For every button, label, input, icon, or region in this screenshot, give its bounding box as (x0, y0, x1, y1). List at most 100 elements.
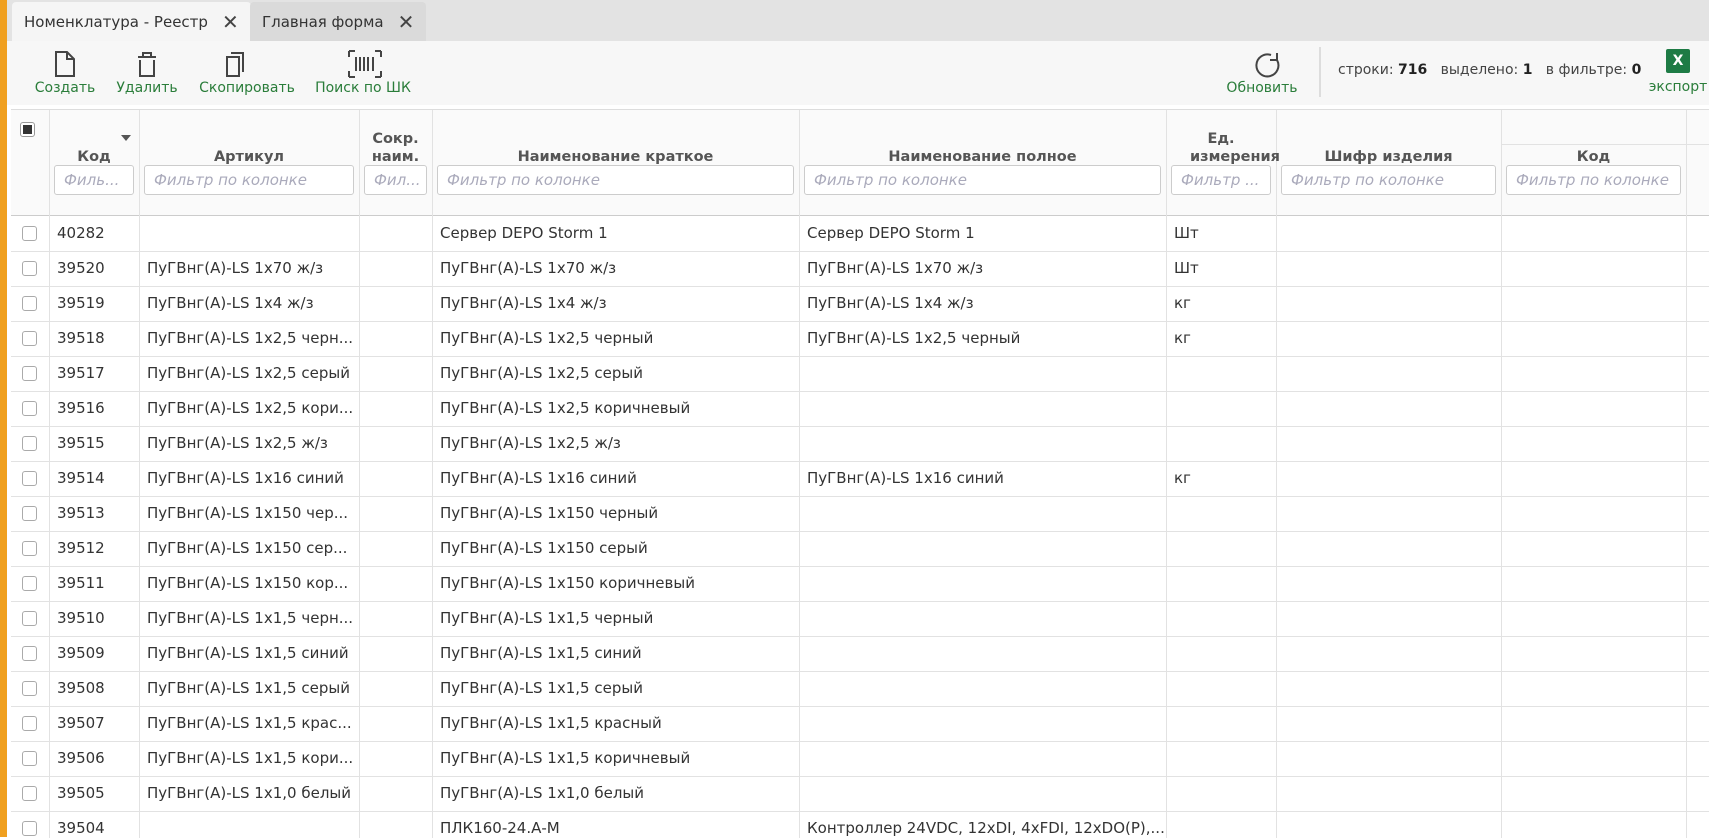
column-filter[interactable]: Фильтр ... (1171, 165, 1271, 195)
cell: ПуГВнг(А)-LS 1х2,5 черный (807, 329, 1021, 347)
side-strip (0, 0, 7, 837)
row-checkbox[interactable] (22, 226, 37, 241)
column-filter[interactable]: Фильтр по колонке (1281, 165, 1496, 195)
row-checkbox[interactable] (22, 786, 37, 801)
button[interactable]: Поиск по ШК (315, 80, 411, 96)
row-checkbox[interactable] (22, 506, 37, 521)
value: 716 (1398, 62, 1428, 78)
cell: ПуГВнг(А)-LS 1х16 синий (807, 469, 1004, 487)
row-checkbox[interactable] (22, 471, 37, 486)
column-divider (139, 110, 140, 838)
row-checkbox[interactable] (22, 681, 37, 696)
row-line (11, 601, 1709, 602)
cell: ПуГВнг(А)-LS 1х2,5 черный (440, 329, 654, 347)
column-header[interactable]: Артикул (213, 149, 285, 165)
cell: ПуГВнг(А)-LS 1х4 ж/з (147, 294, 314, 312)
column-filter[interactable]: Фил... (364, 165, 427, 195)
column-filter[interactable]: Филь... (54, 165, 134, 195)
cell: ПуГВнг(А)-LS 1х4 ж/з (807, 294, 974, 312)
cell: ПуГВнг(А)-LS 1х2,5 ж/з (440, 434, 621, 452)
column-divider (49, 110, 50, 838)
icons (55, 47, 1321, 97)
column-filter[interactable]: Фильтр по колонке (437, 165, 794, 195)
value: 1 (1522, 62, 1533, 78)
cell: 39507 (57, 714, 105, 732)
row-checkbox[interactable] (22, 401, 37, 416)
cell: 39512 (57, 539, 105, 557)
row-line (11, 531, 1709, 532)
row-line (11, 811, 1709, 812)
cell: кг (1174, 469, 1191, 487)
row-checkbox[interactable] (22, 296, 37, 311)
column-header[interactable]: Наименование полное (888, 149, 1077, 165)
row-line (11, 566, 1709, 567)
cell: ПуГВнг(А)-LS 1х70 ж/з (147, 259, 324, 277)
cell: ПуГВнг(А)-LS 1х1,0 белый (440, 784, 645, 802)
column-filter[interactable]: Фильтр по колонке (144, 165, 354, 195)
label: выделено: (1440, 62, 1519, 78)
stats: строки: 716 выделено: 1 в фильтре: 0 (1338, 62, 1641, 78)
cell: кг (1174, 294, 1191, 312)
column-header[interactable]: Наименование краткое (517, 149, 714, 165)
cell: ПуГВнг(А)-LS 1х2,5 серый (147, 364, 350, 382)
column-header[interactable]: Шифр изделия (1324, 149, 1453, 165)
row-checkbox[interactable] (22, 541, 37, 556)
tab-label: Главная форма (262, 12, 384, 31)
row-checkbox[interactable] (22, 821, 37, 836)
close[interactable]: ✕ (221, 9, 239, 34)
column-header[interactable]: Код (77, 149, 111, 165)
cell: ПуГВнг(А)-LS 1х70 ж/з (440, 259, 617, 277)
row-checkbox[interactable] (22, 436, 37, 451)
column-header[interactable]: Сокр. наим. (371, 131, 420, 165)
cell: 39506 (57, 749, 105, 767)
export-icon[interactable]: X (1666, 49, 1690, 73)
button[interactable]: Удалить (116, 80, 178, 96)
row-line (11, 426, 1709, 427)
cell: ПуГВнг(А)-LS 1х150 чер... (147, 504, 349, 522)
cell: ПЛК160-24.А-М (440, 819, 560, 837)
button[interactable]: Создать (34, 80, 96, 96)
row-checkbox[interactable] (22, 646, 37, 661)
cell: 39509 (57, 644, 105, 662)
button[interactable]: Скопировать (199, 80, 295, 96)
column-header[interactable]: Код (1576, 149, 1611, 165)
row-line (11, 391, 1709, 392)
row-line (11, 706, 1709, 707)
cell: ПуГВнг(А)-LS 1х16 синий (440, 469, 637, 487)
row-checkbox[interactable] (22, 751, 37, 766)
cell: ПуГВнг(А)-LS 1х1,5 кори... (147, 749, 354, 767)
column-divider (432, 110, 433, 838)
column-header[interactable]: Ед. измерения (1190, 131, 1280, 165)
cell: 39518 (57, 329, 105, 347)
row-line (11, 636, 1709, 637)
row-checkbox[interactable] (22, 366, 37, 381)
sort-arrow (121, 135, 131, 141)
column-filter[interactable]: Фильтр по колонке (1506, 165, 1681, 195)
row-line (11, 776, 1709, 777)
row-checkbox[interactable] (22, 611, 37, 626)
button[interactable]: Обновить (1226, 80, 1298, 96)
row-checkbox[interactable] (22, 261, 37, 276)
cell: 39511 (57, 574, 105, 592)
cell: 39516 (57, 399, 105, 417)
cell: 39508 (57, 679, 105, 697)
cell: 39515 (57, 434, 105, 452)
button[interactable]: экспорт (1648, 79, 1708, 95)
cell: ПуГВнг(А)-LS 1х2,5 серый (440, 364, 643, 382)
cell: 39514 (57, 469, 105, 487)
column-divider (1501, 110, 1502, 838)
cell: ПуГВнг(А)-LS 1х4 ж/з (440, 294, 607, 312)
row-checkbox[interactable] (22, 716, 37, 731)
cell: 39513 (57, 504, 105, 522)
cell: ПуГВнг(А)-LS 1х1,5 серый (440, 679, 643, 697)
column-filter[interactable]: Фильтр по колонке (804, 165, 1161, 195)
row-checkbox[interactable] (22, 331, 37, 346)
close[interactable]: ✕ (397, 9, 415, 34)
row-checkbox[interactable] (22, 576, 37, 591)
select-all[interactable] (20, 122, 35, 137)
tab[interactable]: Главная форма ✕ (250, 2, 427, 41)
tab[interactable]: Номенклатура - Реестр ✕ (12, 2, 251, 41)
column-divider (1166, 110, 1167, 838)
row-line (11, 671, 1709, 672)
cell: ПуГВнг(А)-LS 1х2,5 коричневый (440, 399, 691, 417)
